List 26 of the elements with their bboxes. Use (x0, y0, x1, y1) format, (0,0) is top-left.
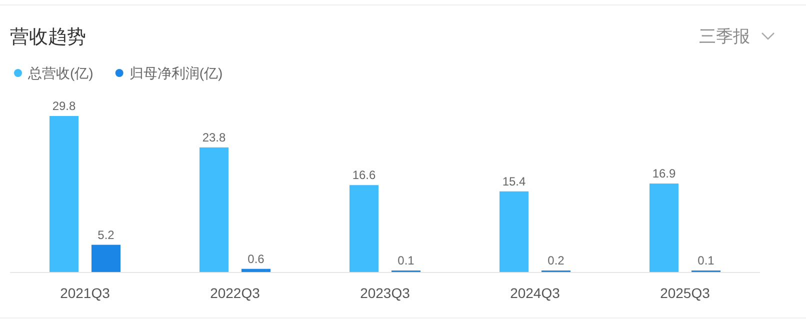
chart-title: 营收趋势 (10, 27, 86, 48)
bar (50, 116, 78, 272)
data-label: 23.8 (202, 130, 226, 144)
data-label: 0.6 (248, 252, 265, 266)
data-label: 0.1 (698, 254, 715, 268)
x-tick-label: 2022Q3 (210, 285, 260, 301)
data-label: 29.8 (52, 99, 76, 113)
bar (650, 184, 678, 272)
data-label: 16.9 (652, 166, 676, 181)
data-label: 5.2 (98, 228, 115, 242)
x-tick-label: 2021Q3 (60, 285, 110, 301)
x-tick-label: 2025Q3 (660, 285, 710, 301)
bar (500, 191, 528, 272)
legend-label: 总营收(亿) (27, 65, 94, 81)
legend-label: 归母净利润(亿) (129, 65, 223, 81)
data-label: 15.4 (502, 174, 526, 188)
bar (200, 147, 228, 272)
dropdown: 三季报 (699, 27, 774, 46)
bar (92, 244, 120, 272)
x-tick-label: 2024Q3 (510, 285, 560, 301)
bar (242, 268, 270, 272)
x-tick-label: 2023Q3 (360, 285, 410, 301)
data-label: 0.1 (398, 254, 415, 268)
data-label: 16.6 (352, 168, 376, 182)
bar (350, 185, 378, 272)
data-label: 0.2 (548, 254, 565, 268)
